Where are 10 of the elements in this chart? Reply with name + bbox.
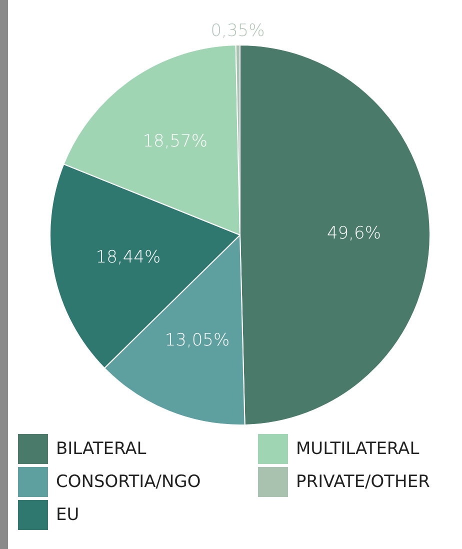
legend-label: CONSORTIA/NGO — [56, 472, 201, 492]
data-label: 18,44% — [96, 247, 161, 268]
legend-label: MULTILATERAL — [296, 438, 420, 458]
legend-label: BILATERAL — [56, 438, 146, 458]
data-label: 18,57% — [142, 131, 208, 152]
legend-label: EU — [56, 504, 80, 524]
data-label: 49,6% — [326, 224, 381, 244]
legend-label: PRIVATE/OTHER — [296, 472, 430, 492]
data-label: 0,35% — [210, 21, 265, 42]
data-label: 13,05% — [164, 330, 230, 351]
